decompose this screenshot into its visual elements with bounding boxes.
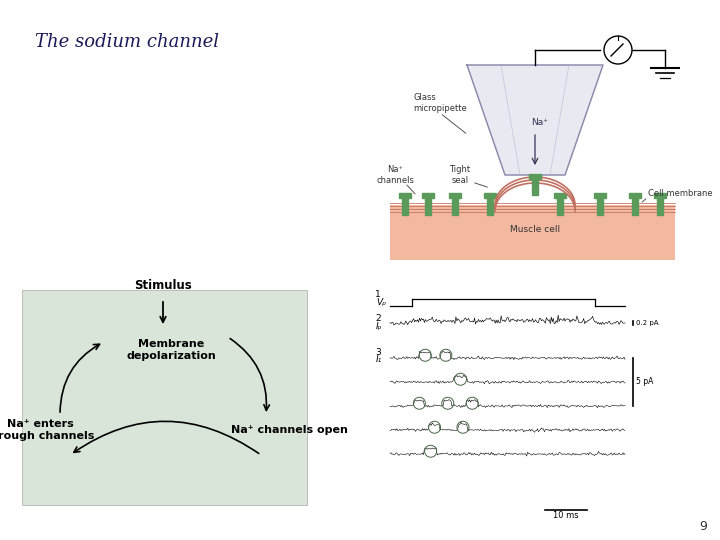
Polygon shape — [597, 196, 603, 215]
Circle shape — [604, 36, 632, 64]
Polygon shape — [487, 196, 493, 215]
Polygon shape — [422, 193, 434, 198]
Text: The sodium channel: The sodium channel — [35, 33, 219, 51]
Polygon shape — [449, 193, 461, 198]
FancyBboxPatch shape — [22, 290, 307, 505]
Polygon shape — [425, 196, 431, 215]
Polygon shape — [532, 177, 538, 195]
FancyBboxPatch shape — [390, 205, 675, 260]
Text: Na⁺: Na⁺ — [531, 118, 549, 127]
Text: Vₚ: Vₚ — [376, 298, 386, 307]
Text: Iₚ: Iₚ — [376, 321, 382, 330]
Text: 10 ms: 10 ms — [553, 511, 579, 520]
Polygon shape — [529, 174, 541, 179]
Polygon shape — [654, 193, 666, 198]
Text: I₁: I₁ — [376, 355, 382, 364]
Text: 9: 9 — [699, 519, 707, 532]
Polygon shape — [557, 196, 563, 215]
Text: 5 pA: 5 pA — [636, 377, 653, 387]
Text: 3: 3 — [375, 348, 381, 357]
Text: Stimulus: Stimulus — [134, 279, 192, 292]
Text: Membrane
depolarization: Membrane depolarization — [126, 339, 216, 361]
Polygon shape — [452, 196, 458, 215]
Polygon shape — [554, 193, 566, 198]
Polygon shape — [657, 196, 663, 215]
Polygon shape — [484, 193, 496, 198]
Polygon shape — [467, 65, 603, 175]
Polygon shape — [629, 193, 641, 198]
Text: 2: 2 — [375, 314, 381, 323]
Polygon shape — [402, 196, 408, 215]
Text: Tight
seal: Tight seal — [449, 165, 471, 185]
Polygon shape — [399, 193, 411, 198]
Text: Na⁺ enters
through channels: Na⁺ enters through channels — [0, 419, 95, 441]
Text: Muscle cell: Muscle cell — [510, 225, 560, 234]
Text: 0.2 pA: 0.2 pA — [636, 320, 659, 326]
Polygon shape — [632, 196, 638, 215]
Polygon shape — [594, 193, 606, 198]
Text: Na⁺
channels: Na⁺ channels — [376, 165, 414, 185]
Text: 1: 1 — [375, 290, 381, 299]
Text: Cell membrane: Cell membrane — [648, 188, 713, 198]
Text: Na⁺ channels open: Na⁺ channels open — [230, 425, 348, 435]
Text: Glass
micropipette: Glass micropipette — [413, 93, 467, 113]
